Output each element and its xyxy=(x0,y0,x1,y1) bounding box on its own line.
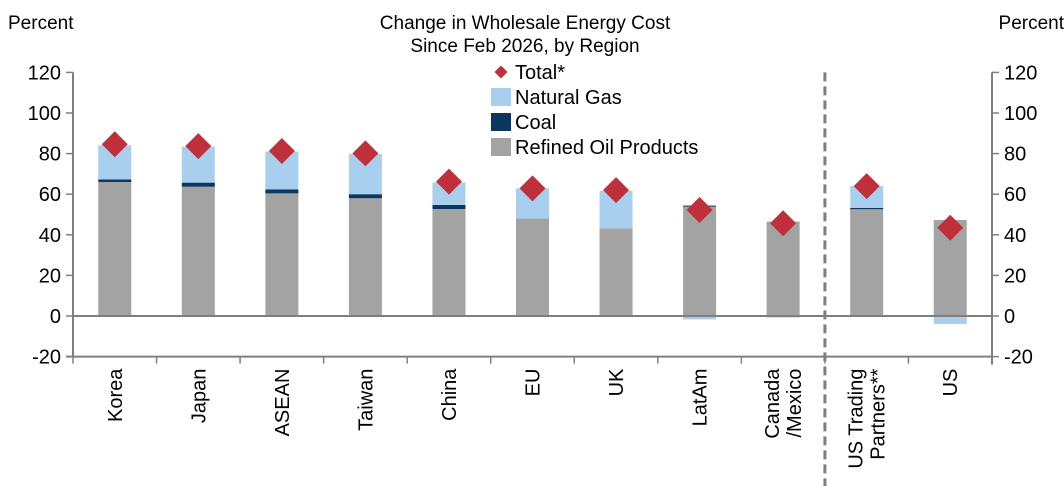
right-tick-label: 40 xyxy=(1004,225,1026,247)
markers-layer xyxy=(101,131,964,241)
legend-item-total: Total* xyxy=(494,62,565,84)
legend-label: Natural Gas xyxy=(515,87,622,109)
left-tick-label: 20 xyxy=(39,265,61,287)
total-marker-latam xyxy=(686,197,713,224)
chart-subtitle: Since Feb 2026, by Region xyxy=(410,36,639,57)
category-label-taiwan: Taiwan xyxy=(355,369,377,431)
bar-coal-taiwan xyxy=(348,194,382,199)
right-tick-label: 20 xyxy=(1004,265,1026,287)
category-label-asean: ASEAN xyxy=(272,369,294,437)
left-tick-label: 0 xyxy=(50,306,61,328)
legend-item-refined-oil-products: Refined Oil Products xyxy=(491,137,698,159)
bar-coal-japan xyxy=(181,182,215,187)
bar-coal-asean xyxy=(265,189,299,194)
legend-item-coal: Coal xyxy=(491,112,556,134)
right-tick-label: 100 xyxy=(1004,103,1037,125)
legend-swatch-square xyxy=(491,138,511,156)
total-marker-china xyxy=(435,168,462,195)
bar-refined-oil-products-china xyxy=(432,209,466,316)
category-label-canada-mexico: Canada xyxy=(762,368,784,439)
total-marker-uk xyxy=(603,177,630,204)
chart-title: Change in Wholesale Energy Cost xyxy=(380,13,671,34)
category-label-us-trading-partners: Partners** xyxy=(868,368,890,459)
bar-refined-oil-products-eu xyxy=(516,218,549,316)
left-tick-label: 80 xyxy=(39,144,61,166)
bar-refined-oil-products-asean xyxy=(265,193,299,316)
category-label-eu: EU xyxy=(523,369,545,397)
right-tick-label: 60 xyxy=(1004,184,1026,206)
left-tick-label: 40 xyxy=(39,225,61,247)
category-label-us: US xyxy=(940,369,962,397)
category-label-uk: UK xyxy=(606,368,628,396)
total-marker-us-trading-partners xyxy=(853,173,880,200)
bar-refined-oil-products-us-trading-partners xyxy=(850,209,884,316)
right-tick-label: 0 xyxy=(1004,306,1015,328)
left-tick-label: 100 xyxy=(28,103,61,125)
bar-coal-us-trading-partners xyxy=(850,208,884,210)
axes-layer: 120 120 100 100 80 80 60 60 40 40 20 20 0 0 -20 -20 Kore… xyxy=(28,62,1037,486)
legend-label: Coal xyxy=(515,112,556,134)
legend-swatch-square xyxy=(491,88,511,106)
left-tick-label: -20 xyxy=(32,347,61,369)
bars-layer xyxy=(98,145,967,324)
legend: Total* Natural Gas Coal Refined Oil Product… xyxy=(491,62,698,159)
total-marker-us xyxy=(937,214,964,241)
bar-refined-oil-products-japan xyxy=(181,186,215,316)
bar-refined-oil-products-uk xyxy=(599,228,633,316)
bar-refined-oil-products-taiwan xyxy=(348,198,382,316)
legend-label: Total* xyxy=(515,62,565,84)
total-marker-korea xyxy=(101,131,128,158)
category-label-china: China xyxy=(439,368,461,421)
legend-item-natural-gas: Natural Gas xyxy=(491,87,622,109)
bar-refined-oil-products-latam xyxy=(683,206,717,316)
bar-refined-oil-products-korea xyxy=(98,182,132,316)
left-tick-label: 120 xyxy=(28,62,61,84)
right-tick-label: 120 xyxy=(1004,62,1037,84)
category-label-korea: Korea xyxy=(105,368,127,422)
total-marker-asean xyxy=(268,137,295,164)
bar-coal-korea xyxy=(98,179,132,183)
right-tick-label: 80 xyxy=(1004,144,1026,166)
category-label-us-trading-partners: US Trading xyxy=(846,369,868,469)
legend-label: Refined Oil Products xyxy=(515,137,698,159)
category-label-latam: LatAm xyxy=(690,369,712,427)
left-axis-unit-label: Percent xyxy=(8,13,74,34)
legend-swatch-square xyxy=(491,113,511,131)
bar-natural-gas-latam xyxy=(683,316,717,320)
bar-natural-gas-us xyxy=(933,316,967,324)
category-label-japan: Japan xyxy=(188,369,210,424)
total-marker-japan xyxy=(185,133,212,160)
total-marker-taiwan xyxy=(352,140,379,167)
bar-coal-china xyxy=(432,204,466,210)
bar-refined-oil-products-canada-mexico xyxy=(766,221,800,316)
legend-swatch-diamond xyxy=(494,65,508,79)
left-tick-label: 60 xyxy=(39,184,61,206)
right-tick-label: -20 xyxy=(1004,347,1033,369)
total-marker-canada-mexico xyxy=(770,210,797,237)
right-axis-unit-label: Percent xyxy=(999,13,1064,34)
category-label-canada-mexico: /Mexico xyxy=(784,369,806,438)
total-marker-eu xyxy=(519,175,546,202)
